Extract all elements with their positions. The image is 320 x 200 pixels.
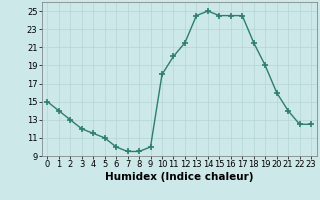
X-axis label: Humidex (Indice chaleur): Humidex (Indice chaleur) xyxy=(105,172,253,182)
